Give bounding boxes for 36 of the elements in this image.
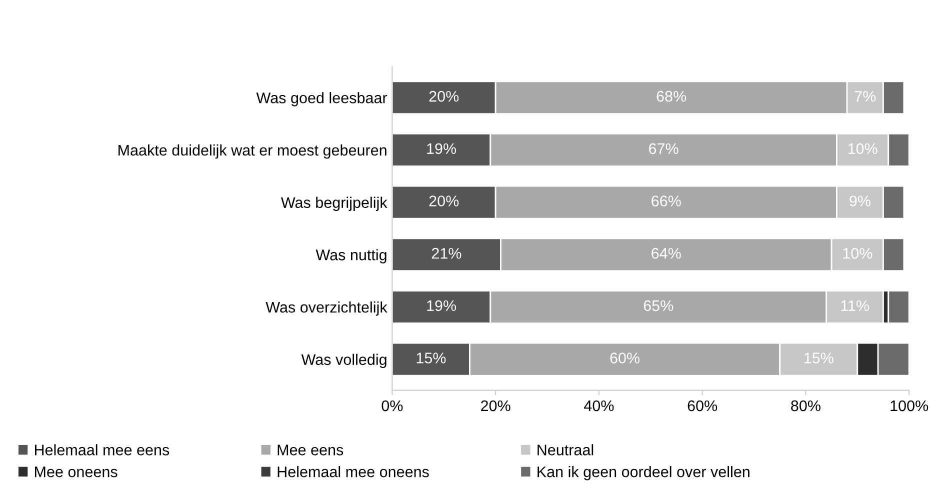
data-label: 67% (649, 143, 678, 154)
data-label: 19% (427, 300, 456, 312)
y-tick-label: Was begrijpelijk (280, 196, 388, 212)
data-label: 68% (656, 90, 686, 102)
data-label: 60% (610, 352, 640, 364)
data-label: 65% (644, 300, 674, 312)
data-label: 20% (429, 196, 459, 206)
data-label: 19% (427, 143, 456, 154)
data-label: 10% (848, 143, 878, 154)
data-label: 66% (652, 196, 681, 206)
data-label: 64% (652, 248, 681, 259)
x-tick-label: 20% (481, 400, 510, 412)
data-label: 11% (841, 300, 869, 312)
data-label: 7% (854, 90, 876, 102)
x-tick-label: 0% (382, 400, 403, 412)
x-tick-label: 80% (791, 400, 820, 412)
data-label: 10% (843, 248, 872, 259)
y-tick-label: Was nuttig (316, 249, 386, 264)
legend-label: Mee oneens (35, 466, 118, 478)
y-tick-label: Maakte duidelijk wat er moest gebeuren (118, 144, 386, 159)
y-tick-label: Was volledig (301, 354, 386, 368)
legend-label: Mee eens (278, 444, 344, 456)
x-tick-label: 60% (688, 400, 718, 412)
data-label: 15% (804, 352, 834, 364)
data-label: 15% (416, 352, 446, 364)
y-tick-label: Was goed leesbaar (256, 92, 388, 106)
x-tick-label: 40% (584, 400, 614, 412)
x-tick-label: 100% (890, 400, 928, 412)
data-label: 20% (429, 90, 459, 102)
legend-label: Helemaal mee oneens (278, 466, 429, 478)
data-label: 21% (432, 248, 462, 259)
data-label: 9% (850, 196, 870, 206)
legend-label: Helemaal mee eens (35, 444, 170, 456)
legend-label: Neutraal (538, 444, 594, 456)
legend-label: Kan ik geen oordeel over vellen (538, 466, 750, 480)
y-tick-label: Was overzichtelijk (266, 301, 388, 316)
